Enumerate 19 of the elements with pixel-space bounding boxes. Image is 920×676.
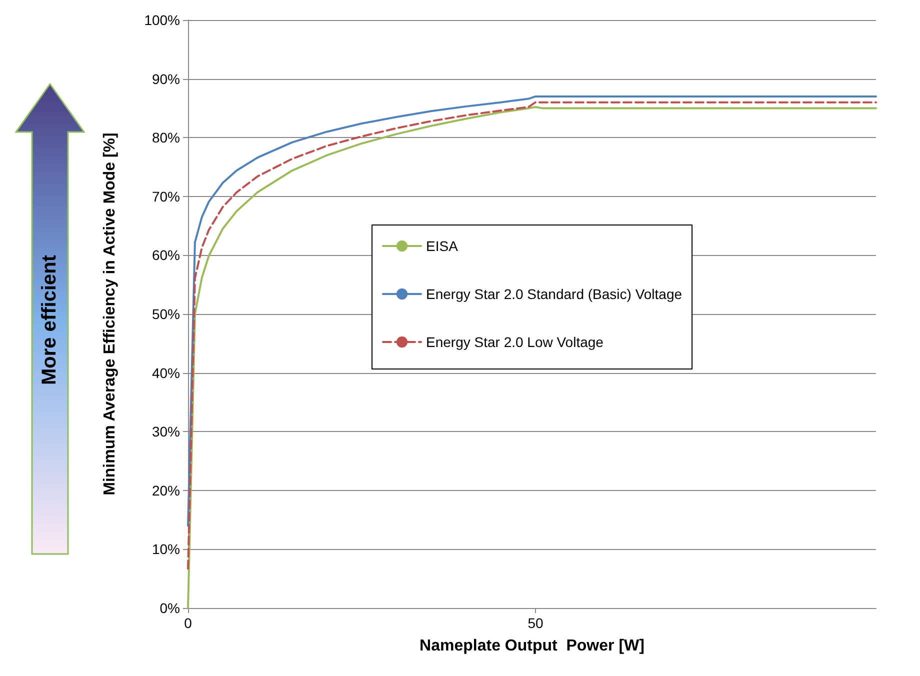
y-tick-label: 40% [152,364,180,381]
y-axis-title: Minimum Average Efficiency in Active Mode [%] [102,132,118,496]
legend-label: EISA [426,238,459,254]
y-tick-label: 70% [152,188,180,204]
y-tick-label: 60% [152,247,180,264]
y-tick-label: 30% [152,424,180,440]
legend-label: Energy Star 2.0 Low Voltage [426,334,604,350]
y-tick-label: 20% [152,482,180,498]
x-tick-label: 50 [528,615,544,631]
x-axis-title: Nameplate Output Power [W] [420,638,644,654]
legend-label: Energy Star 2.0 Standard (Basic) Voltage [426,286,682,302]
y-tick-label: 10% [152,541,180,558]
text: More efficient [38,254,62,386]
y-tick-label: 50% [152,306,180,322]
y-tick-label: 90% [152,70,180,87]
y-tick-label: 0% [160,600,180,616]
y-tick-label: 100% [144,12,180,28]
y-tick-label: 80% [152,130,180,146]
x-tick-label: 0 [184,615,192,631]
